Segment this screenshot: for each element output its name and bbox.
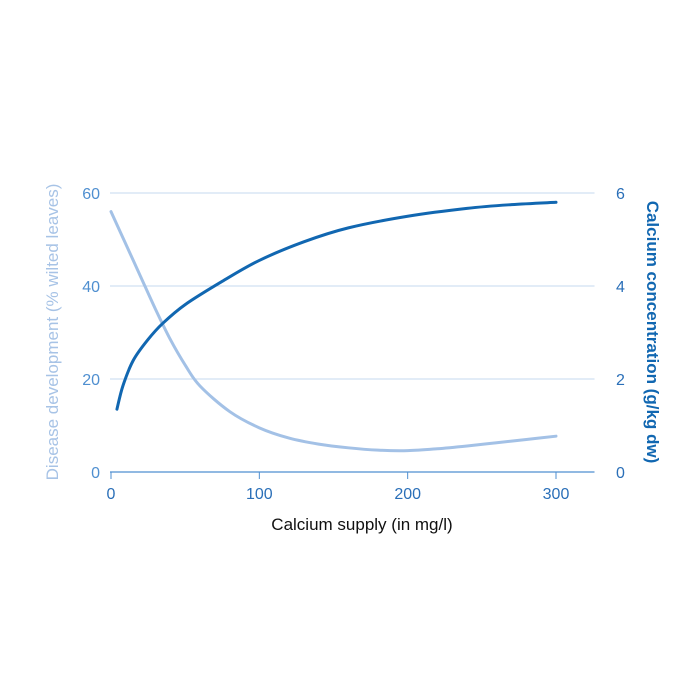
axes: [110, 471, 595, 479]
y-left-tick-label-3: 60: [82, 186, 100, 203]
y-right-tick-label-0: 0: [616, 465, 625, 482]
y-right-tick-label-2: 4: [616, 279, 625, 296]
y-axis-label-left: Disease development (% wilted leaves): [43, 184, 62, 481]
x-tick-label-0: 0: [107, 486, 116, 503]
x-axis-label: Calcium supply (in mg/l): [271, 515, 452, 534]
y-left-tick-label-2: 40: [82, 279, 100, 296]
series-lines: [109, 200, 558, 453]
x-tick-label-1: 100: [246, 486, 273, 503]
calcium-concentration-line: [115, 200, 558, 411]
y-left-tick-label-0: 0: [91, 465, 100, 482]
gridlines: [110, 192, 595, 380]
y-left-tick-label-1: 20: [82, 372, 100, 389]
x-tick-label-3: 300: [543, 486, 570, 503]
tick-labels: 0 100 200 300 0 20 40 60 0 2 4 6: [82, 186, 625, 503]
y-right-tick-label-3: 6: [616, 186, 625, 203]
y-right-tick-label-1: 2: [616, 372, 625, 389]
y-axis-label-right: Calcium concentration (g/kg dw): [643, 201, 662, 464]
disease-development-line: [109, 210, 558, 453]
x-tick-label-2: 200: [394, 486, 421, 503]
